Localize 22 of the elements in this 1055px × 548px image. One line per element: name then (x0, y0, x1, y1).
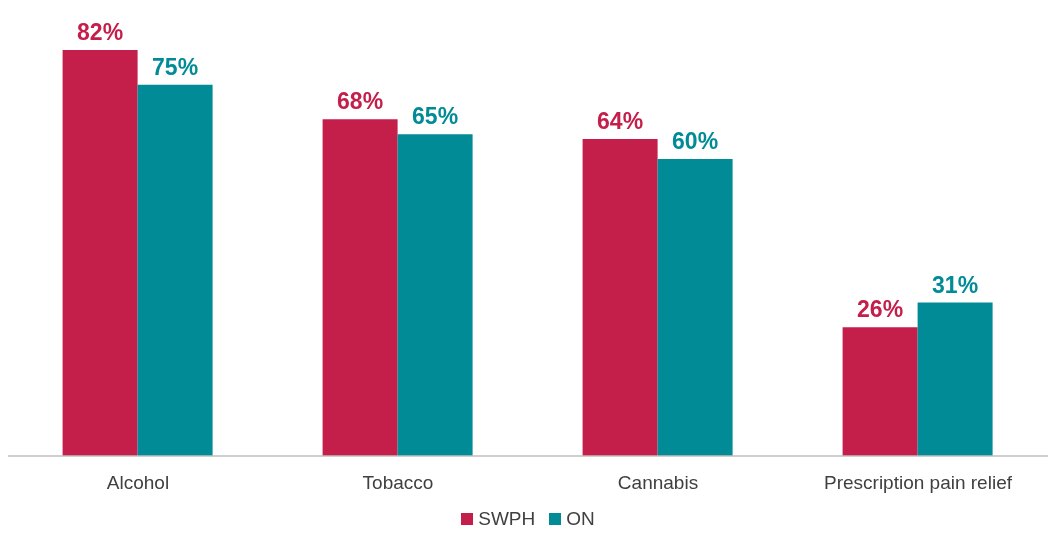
bar (397, 134, 473, 456)
bar (582, 139, 658, 456)
bar (842, 327, 918, 456)
data-label: 75% (152, 53, 199, 80)
data-label: 65% (412, 103, 459, 130)
x-tick-label: Tobacco (362, 472, 434, 494)
data-label: 26% (857, 296, 904, 323)
bar (917, 302, 993, 456)
bar (62, 50, 138, 456)
data-label: 82% (77, 19, 124, 45)
x-tick-label: Alcohol (106, 472, 170, 494)
x-tick-label: Cannabis (617, 472, 699, 494)
legend-label: ON (565, 508, 595, 530)
bar (322, 119, 398, 456)
bar (657, 158, 733, 456)
data-label: 60% (672, 127, 719, 154)
data-label: 68% (337, 88, 384, 115)
data-label: 64% (597, 108, 644, 135)
x-tick-label: Prescription pain relief (824, 472, 1013, 494)
bar (137, 84, 213, 456)
data-label: 31% (932, 271, 979, 298)
legend-label: SWPH (477, 508, 536, 530)
